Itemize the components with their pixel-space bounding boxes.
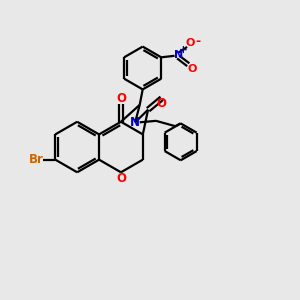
Text: +: + <box>178 45 187 55</box>
Text: O: O <box>116 92 126 105</box>
Text: O: O <box>186 38 195 48</box>
Text: -: - <box>195 35 200 48</box>
Text: O: O <box>116 172 126 185</box>
Text: Br: Br <box>29 153 44 166</box>
Text: N: N <box>130 116 140 129</box>
Text: O: O <box>157 97 167 110</box>
Text: N: N <box>173 50 183 60</box>
Text: O: O <box>188 64 197 74</box>
